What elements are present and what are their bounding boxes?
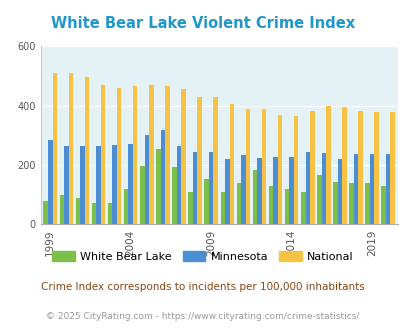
Bar [48,140,52,224]
Text: White Bear Lake Violent Crime Index: White Bear Lake Violent Crime Index [51,16,354,31]
Bar [100,85,105,224]
Bar [277,115,281,224]
Bar [261,109,266,224]
Bar [75,198,80,224]
Bar [348,183,353,224]
Bar [381,186,385,224]
Bar [373,112,378,224]
Bar [364,183,369,224]
Bar [165,86,169,224]
Bar [140,166,144,224]
Bar [192,152,197,224]
Bar [309,111,314,224]
Bar [197,97,201,224]
Bar [257,157,261,224]
Bar [268,186,273,224]
Bar [64,146,68,224]
Legend: White Bear Lake, Minnesota, National: White Bear Lake, Minnesota, National [48,247,357,266]
Bar [284,189,289,224]
Bar [181,89,185,224]
Bar [160,130,165,224]
Bar [293,116,298,224]
Bar [305,152,309,224]
Bar [108,203,112,224]
Bar [229,104,233,224]
Bar [144,135,149,224]
Bar [241,155,245,224]
Bar [300,192,305,224]
Bar [390,112,394,224]
Bar [213,97,217,224]
Bar [124,189,128,224]
Bar [96,146,100,224]
Bar [357,111,362,224]
Bar [92,203,96,224]
Bar [333,182,337,224]
Bar [204,179,209,224]
Bar [385,154,390,224]
Bar [43,201,48,224]
Bar [273,157,277,224]
Bar [220,192,224,224]
Text: Crime Index corresponds to incidents per 100,000 inhabitants: Crime Index corresponds to incidents per… [41,282,364,292]
Bar [68,73,73,224]
Bar [133,86,137,224]
Bar [325,106,330,224]
Bar [224,159,229,224]
Bar [289,157,293,224]
Bar [209,152,213,224]
Bar [52,73,57,224]
Bar [341,107,346,224]
Bar [85,77,89,224]
Bar [60,195,64,224]
Bar [188,192,192,224]
Bar [156,148,160,224]
Bar [245,109,249,224]
Bar [321,153,325,224]
Bar [337,159,341,224]
Bar [80,146,85,224]
Bar [117,88,121,224]
Bar [172,167,176,224]
Bar [176,146,181,224]
Bar [112,145,117,224]
Bar [236,183,241,224]
Bar [252,170,257,224]
Bar [369,154,373,224]
Bar [316,175,321,224]
Bar [353,154,357,224]
Text: © 2025 CityRating.com - https://www.cityrating.com/crime-statistics/: © 2025 CityRating.com - https://www.city… [46,312,359,321]
Bar [149,85,153,224]
Bar [128,144,133,224]
